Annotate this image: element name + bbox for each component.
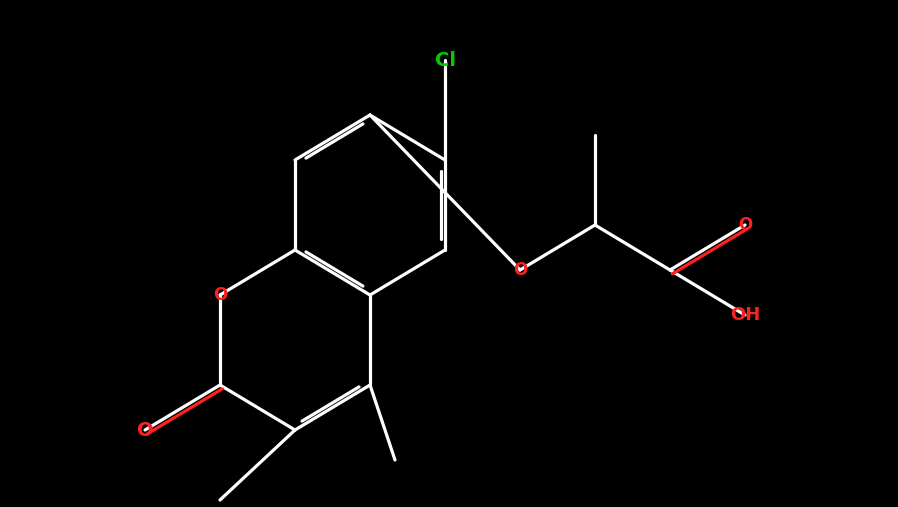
Text: O: O — [738, 216, 753, 234]
Text: O: O — [136, 420, 154, 440]
Text: O: O — [213, 286, 227, 304]
Text: O: O — [513, 261, 527, 279]
Text: Cl: Cl — [435, 51, 455, 69]
Text: OH: OH — [730, 306, 760, 324]
